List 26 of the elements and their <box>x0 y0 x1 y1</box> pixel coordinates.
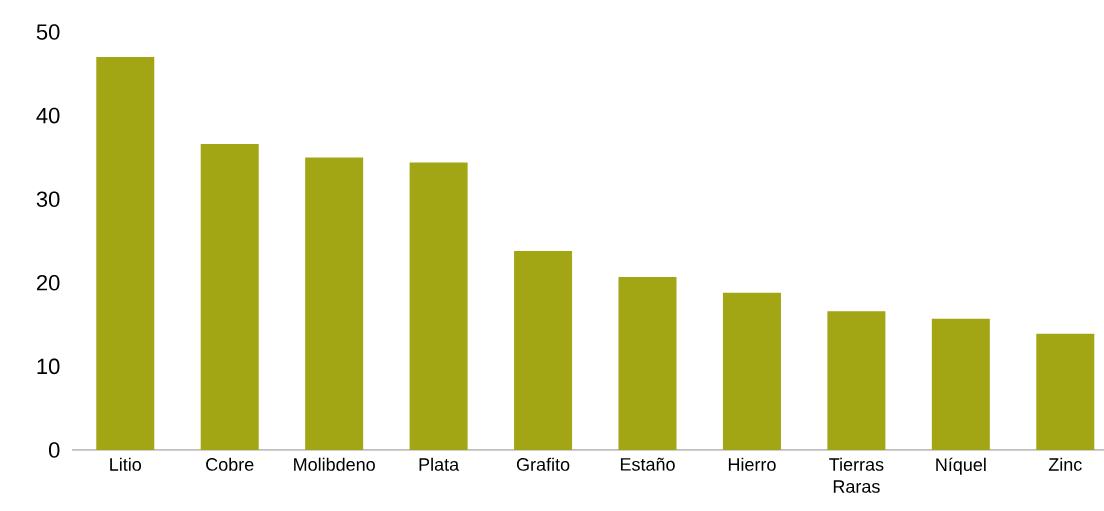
bar <box>618 276 677 450</box>
y-tick-label: 0 <box>48 442 60 458</box>
y-tick-label: 20 <box>36 274 60 291</box>
x-tick-label: Zinc <box>1048 457 1082 471</box>
bar <box>827 311 886 450</box>
bar <box>305 157 364 450</box>
x-tick-label: Hierro <box>728 457 776 471</box>
bar <box>200 144 259 450</box>
x-tick-label: Níquel <box>936 457 986 475</box>
x-tick-label: Litio <box>110 457 142 471</box>
bar <box>1036 333 1095 450</box>
y-tick-label: 30 <box>36 191 60 207</box>
x-tick-label: Molibdeno <box>294 457 375 471</box>
bar <box>96 57 155 450</box>
bar <box>931 318 990 450</box>
y-tick-label: 10 <box>37 358 60 375</box>
x-tick-label: Cobre <box>206 457 254 471</box>
x-tick-label: Tierras Raras <box>829 457 884 493</box>
x-tick-label: Plata <box>419 457 460 471</box>
bar <box>514 251 573 450</box>
bar <box>722 292 781 450</box>
bar <box>409 162 468 450</box>
y-tick-label: 40 <box>36 107 60 124</box>
x-tick-label: Grafito <box>516 457 570 471</box>
x-tick-label: Estaño <box>620 457 675 471</box>
y-tick-label: 50 <box>36 24 60 40</box>
